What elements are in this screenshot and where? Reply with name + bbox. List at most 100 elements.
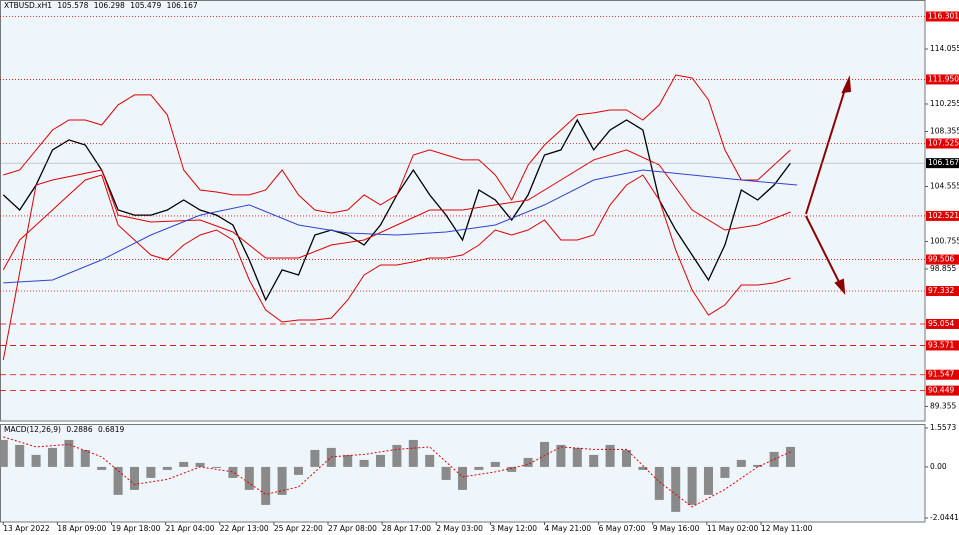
x-tick-label: 9 May 16:00: [653, 524, 700, 533]
x-tick-label: 27 Apr 08:00: [328, 524, 377, 533]
level-label-box: [926, 369, 959, 380]
level-label: 95.054: [928, 319, 954, 328]
level-label-box: [926, 318, 959, 329]
x-tick-label: 22 Apr 13:00: [220, 524, 269, 533]
macd-bar: [129, 466, 139, 490]
macd-bar: [80, 449, 90, 467]
y-tick-label: 1.5573: [930, 423, 956, 432]
series-line: [3, 74, 791, 214]
y-tick-label: 89.355: [930, 401, 956, 410]
series-line: [3, 169, 798, 284]
y-tick-label: 104.555: [930, 181, 959, 190]
y-tick-label: 114.055: [930, 44, 959, 53]
signal-line: [3, 436, 791, 508]
series-line: [2, 149, 791, 360]
level-label: 93.571: [928, 340, 954, 349]
macd-bar: [786, 446, 796, 467]
macd-bar: [474, 466, 484, 470]
macd-signal: 0.6819: [98, 425, 124, 434]
macd-bar: [753, 464, 763, 467]
level-label: 102.521: [928, 211, 959, 220]
symbol: XTBUSD.xH1: [4, 1, 52, 10]
macd-bar: [654, 466, 664, 500]
macd-bar: [720, 466, 730, 478]
x-tick-label: 18 Apr 09:00: [57, 524, 106, 533]
macd-bar: [736, 459, 746, 467]
macd-bar: [359, 459, 369, 467]
macd-bar: [293, 466, 304, 475]
current-price-box: [926, 158, 959, 169]
level-label-box: [926, 74, 959, 85]
macd-bar: [572, 447, 582, 467]
current-price-label: 106.167: [928, 158, 959, 167]
open: 105.578: [57, 1, 88, 10]
level-label-box: [926, 11, 959, 22]
level-label: 91.547: [928, 370, 954, 379]
macd-bar: [343, 454, 353, 467]
macd-bar: [64, 439, 74, 467]
x-tick-label: 19 Apr 18:00: [112, 524, 161, 533]
macd-bar: [47, 447, 57, 467]
macd-bar: [15, 444, 25, 467]
macd-bar: [490, 461, 500, 467]
x-tick-label: 28 Apr 17:00: [382, 524, 431, 533]
level-label: 116.301: [928, 11, 959, 20]
series-line: [2, 174, 791, 323]
macd-bar: [539, 441, 550, 467]
y-tick-label: -2.0441: [930, 513, 959, 522]
x-tick-label: 25 Apr 22:00: [274, 524, 323, 533]
macd-bar: [179, 461, 189, 467]
forecast-arrows: [805, 75, 852, 295]
macd-bar: [638, 466, 648, 470]
macd-bar: [605, 444, 615, 467]
level-label-box: [926, 138, 959, 149]
x-tick-label: 6 May 07:00: [599, 524, 646, 533]
macd-bar: [113, 466, 123, 495]
macd-title: MACD(12,26,9): [4, 425, 61, 434]
macd-bar: [244, 466, 254, 490]
macd-bar: [211, 466, 221, 468]
macd-bar: [556, 444, 566, 467]
macd-bar: [277, 466, 287, 495]
level-label-box: [926, 340, 959, 351]
level-label: 90.449: [928, 386, 954, 395]
y-tick-label: 0.00: [930, 462, 947, 471]
y-tick-label: 108.355: [930, 126, 959, 135]
level-label: 97.332: [928, 286, 954, 295]
x-tick-label: 13 Apr 2022: [3, 524, 50, 533]
level-label-box: [926, 286, 959, 297]
macd-bar: [31, 454, 41, 467]
level-label: 107.525: [928, 138, 959, 147]
arrow-up: [805, 85, 847, 215]
macd-bar: [507, 466, 517, 472]
level-label-box: [926, 385, 959, 396]
x-tick-label: 4 May 21:00: [545, 524, 592, 533]
macd-bar: [704, 466, 714, 495]
x-tick-label: 11 May 02:00: [707, 524, 759, 533]
macd-bar: [195, 462, 205, 467]
level-label: 111.950: [928, 74, 959, 83]
macd-main: 0.2886: [66, 425, 92, 434]
macd-bar: [523, 457, 533, 467]
macd-bar: [457, 466, 468, 490]
macd-bar: [392, 444, 402, 467]
x-tick-label: 2 May 03:00: [436, 524, 483, 533]
macd-bar: [769, 451, 779, 467]
macd-bar: [97, 466, 107, 470]
macd-bar: [589, 454, 599, 467]
y-tick-label: 110.255: [930, 99, 959, 108]
macd-bar: [621, 449, 632, 467]
macd-bar: [671, 466, 681, 512]
level-label-box: [926, 210, 959, 221]
macd-frame: [0, 424, 926, 523]
macd-bar: [441, 466, 451, 480]
macd-bar: [0, 439, 8, 467]
macd-bar: [228, 466, 238, 478]
macd-bar: [146, 466, 156, 478]
x-tick-label: 3 May 12:00: [490, 524, 537, 533]
y-tick-label: 98.855: [930, 264, 956, 273]
macd-bar: [408, 439, 418, 467]
low: 105.479: [130, 1, 161, 10]
y-tick-label: 100.755: [930, 236, 959, 245]
